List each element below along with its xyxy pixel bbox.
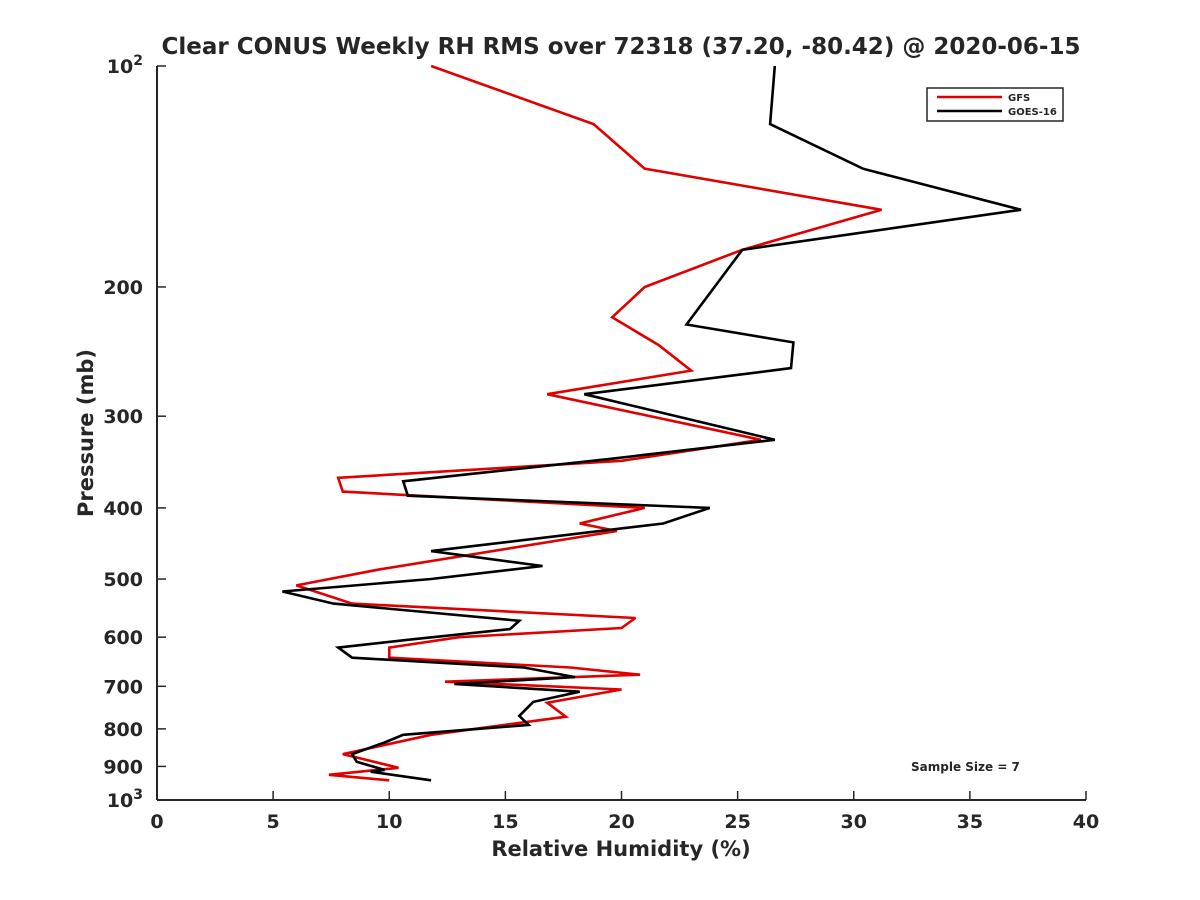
sample-size-annotation: Sample Size = 7: [911, 760, 1020, 774]
legend-box: [926, 87, 1064, 122]
y-tick-label-base: 700: [103, 676, 143, 698]
x-tick-label: 15: [492, 811, 518, 833]
chart-title: Clear CONUS Weekly RH RMS over 72318 (37…: [162, 34, 1081, 60]
y-tick-label: 500: [103, 569, 143, 591]
x-ticks: 0 5 10 15 20 25 30 35 40: [150, 791, 1099, 833]
series-line-goes16: [282, 65, 1022, 782]
y-tick-label-base: 500: [103, 569, 143, 591]
y-tick-label-base: 900: [103, 756, 143, 778]
y-tick-label-base: 300: [103, 406, 143, 428]
y-tick-label-base: 200: [103, 277, 143, 299]
y-tick-label-base: 400: [103, 498, 143, 520]
y-tick-label: 300: [103, 406, 143, 428]
x-tick-label: 0: [150, 811, 163, 833]
x-tick-label: 30: [841, 811, 867, 833]
series-line-gfs: [295, 64, 882, 782]
x-tick-label: 20: [608, 811, 634, 833]
y-tick-label: 400: [103, 498, 143, 520]
y-tick-label: 200: [103, 277, 143, 299]
y-tick-label-exponent: 2: [133, 53, 143, 69]
x-tick-label: 35: [957, 811, 983, 833]
legend-label-gfs: GFS: [1008, 93, 1030, 104]
y-tick-label: 700: [103, 676, 143, 698]
x-tick-label: 40: [1073, 811, 1099, 833]
legend: GFS GOES-16: [926, 87, 1064, 122]
x-tick-label: 25: [724, 811, 750, 833]
y-tick-label-base: 600: [103, 627, 143, 649]
y-tick-label-base: 10: [107, 56, 133, 78]
y-tick-label-base: 10: [107, 790, 133, 812]
y-tick-label: 103: [107, 787, 143, 812]
x-tick-label: 10: [376, 811, 402, 833]
legend-label-goes16: GOES-16: [1008, 107, 1057, 118]
y-tick-label: 600: [103, 627, 143, 649]
y-tick-label: 102: [107, 53, 143, 78]
y-tick-label-base: 800: [103, 719, 143, 741]
y-axis-label: Pressure (mb): [74, 349, 98, 517]
series-layer: [282, 64, 1022, 782]
y-tick-label: 800: [103, 719, 143, 741]
y-tick-label: 900: [103, 756, 143, 778]
x-tick-label: 5: [267, 811, 280, 833]
y-tick-label-exponent: 3: [133, 787, 143, 803]
x-axis-label: Relative Humidity (%): [491, 837, 750, 861]
